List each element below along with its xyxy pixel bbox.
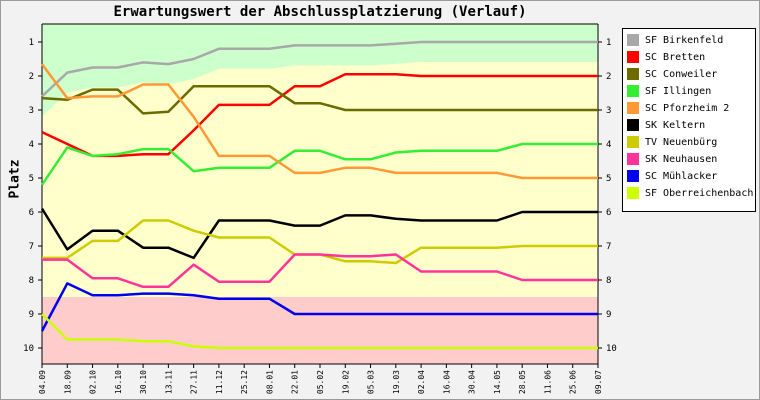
y-tick-label-left: 9	[29, 310, 34, 320]
legend-swatch	[627, 187, 639, 199]
y-tick-label-left: 8	[29, 276, 34, 286]
x-tick-label: 11.06	[543, 370, 552, 394]
x-tick-label: 19.03	[392, 370, 401, 394]
x-tick-label: 02.04	[417, 370, 426, 394]
legend-item: SK Keltern	[627, 118, 705, 132]
x-tick-label: 04.09	[38, 370, 47, 394]
y-tick-label-left: 4	[29, 140, 34, 150]
x-tick-label: 19.02	[341, 370, 350, 394]
legend-swatch	[627, 85, 639, 97]
legend-item: SC Pforzheim 2	[627, 101, 729, 115]
x-tick-label: 13.11	[164, 370, 173, 394]
x-tick-label: 28.05	[518, 370, 527, 394]
legend-label: SC Bretten	[645, 51, 706, 63]
legend-item: SF Illingen	[627, 84, 711, 98]
legend-label: SC Conweiler	[645, 68, 718, 80]
x-tick-label: 08.01	[265, 370, 274, 394]
y-tick-label-left: 1	[29, 38, 34, 48]
y-tick-label-right: 10	[606, 344, 617, 354]
y-tick-label-left: 10	[23, 344, 34, 354]
promotion-zone	[42, 24, 598, 117]
legend-item: SC Bretten	[627, 50, 705, 64]
x-tick-label: 05.03	[367, 370, 376, 394]
y-tick-label-right: 4	[606, 140, 611, 150]
legend-label: SK Keltern	[645, 119, 706, 131]
y-tick-label-left: 6	[29, 208, 34, 218]
y-tick-label-right: 9	[606, 310, 611, 320]
legend-swatch	[627, 34, 639, 46]
legend-swatch	[627, 170, 639, 182]
y-tick-label-left: 5	[29, 174, 34, 184]
y-tick-label-right: 2	[606, 72, 611, 82]
legend-swatch	[627, 51, 639, 63]
legend-label: TV Neuenbürg	[645, 136, 718, 148]
legend-swatch	[627, 136, 639, 148]
legend-swatch	[627, 119, 639, 131]
series-line-sc-m-hlacker	[40, 282, 598, 332]
chart-legend: SF Birkenfeld SC Bretten SC Conweiler SF Il…	[622, 28, 756, 212]
legend-item: SC Conweiler	[627, 67, 717, 81]
legend-label: SF Illingen	[645, 85, 712, 97]
x-tick-label: 27.11	[190, 370, 199, 394]
x-tick-label: 25.06	[569, 370, 578, 394]
y-tick-label-right: 1	[606, 38, 611, 48]
legend-item: SC Mühlacker	[627, 169, 717, 183]
x-tick-label: 16.10	[114, 370, 123, 394]
x-tick-label: 25.12	[240, 370, 249, 394]
relegation-zone	[42, 297, 598, 364]
series-line-sk-keltern	[40, 207, 598, 260]
series-line-sk-neuhausen	[42, 253, 598, 289]
legend-item: SF Birkenfeld	[627, 33, 723, 47]
legend-swatch	[627, 68, 639, 80]
x-tick-label: 11.12	[215, 370, 224, 394]
legend-item: TV Neuenbürg	[627, 135, 717, 149]
x-tick-label: 18.09	[63, 370, 72, 394]
legend-label: SF Oberreichenbach	[645, 187, 754, 199]
y-tick-label-right: 5	[606, 174, 611, 184]
series-line-sc-conweiler	[41, 84, 598, 115]
y-tick-label-right: 8	[606, 276, 611, 286]
x-tick-label: 09.07	[594, 370, 603, 394]
legend-label: SC Pforzheim 2	[645, 102, 730, 114]
x-tick-label: 14.05	[493, 370, 502, 394]
legend-label: SC Mühlacker	[645, 170, 718, 182]
legend-swatch	[627, 102, 639, 114]
legend-swatch	[627, 153, 639, 165]
y-tick-label-right: 7	[606, 242, 611, 252]
y-tick-label-left: 7	[29, 242, 34, 252]
y-tick-label-right: 3	[606, 106, 611, 116]
series-line-sc-bretten	[41, 73, 598, 158]
x-tick-label: 16.04	[442, 370, 451, 394]
series-line-sf-birkenfeld	[41, 40, 598, 98]
series-line-sf-illingen	[40, 142, 598, 186]
x-tick-label: 30.04	[468, 370, 477, 394]
x-tick-label: 02.10	[89, 370, 98, 394]
y-tick-label-left: 3	[29, 106, 34, 116]
legend-item: SK Neuhausen	[627, 152, 717, 166]
x-tick-label: 22.01	[291, 370, 300, 394]
series-line-sf-oberreichenbach	[41, 313, 598, 350]
x-tick-label: 05.02	[316, 370, 325, 394]
chart-title: Erwartungswert der Abschlussplatzierung …	[113, 4, 527, 20]
series-line-sc-pforzheim-2	[40, 63, 598, 180]
y-tick-label-left: 2	[29, 72, 34, 82]
legend-label: SK Neuhausen	[645, 153, 718, 165]
y-tick-label-right: 6	[606, 208, 611, 218]
x-tick-label: 30.10	[139, 370, 148, 394]
legend-label: SF Birkenfeld	[645, 34, 724, 46]
legend-item: SF Oberreichenbach	[627, 186, 753, 200]
